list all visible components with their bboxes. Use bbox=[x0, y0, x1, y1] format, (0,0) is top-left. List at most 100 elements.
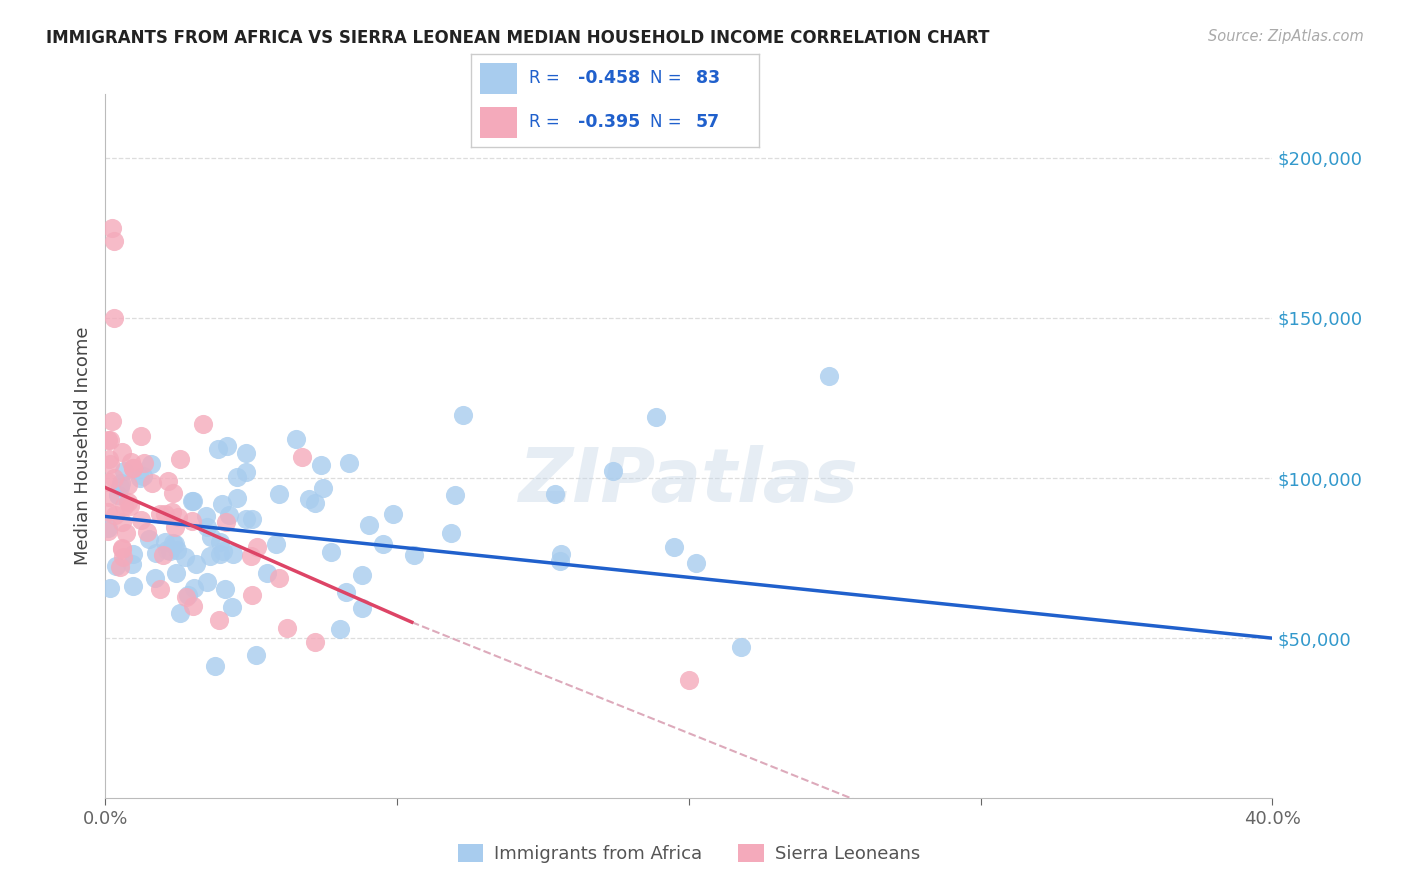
Point bbox=[544, 487, 567, 501]
Point bbox=[121, 557, 143, 571]
Text: 57: 57 bbox=[696, 113, 720, 131]
Point bbox=[112, 499, 135, 513]
Legend: Immigrants from Africa, Sierra Leoneans: Immigrants from Africa, Sierra Leoneans bbox=[451, 837, 927, 871]
Point bbox=[264, 537, 287, 551]
Point bbox=[198, 549, 221, 564]
Point bbox=[148, 582, 170, 596]
Point bbox=[174, 591, 197, 605]
Text: 83: 83 bbox=[696, 69, 720, 87]
Point bbox=[117, 494, 139, 508]
Point bbox=[215, 439, 238, 453]
Point bbox=[195, 508, 218, 523]
FancyBboxPatch shape bbox=[479, 63, 517, 94]
Point bbox=[97, 505, 120, 519]
Point bbox=[335, 585, 357, 599]
Point bbox=[98, 490, 121, 504]
Point bbox=[112, 464, 135, 478]
Point bbox=[165, 537, 187, 551]
Point bbox=[181, 494, 204, 508]
Point bbox=[309, 458, 332, 473]
Point bbox=[218, 508, 240, 523]
Point bbox=[108, 480, 131, 494]
Point bbox=[662, 540, 685, 554]
Point bbox=[312, 481, 335, 495]
Point bbox=[329, 623, 352, 637]
Point bbox=[121, 547, 143, 561]
Point bbox=[297, 491, 319, 506]
Point bbox=[111, 444, 134, 458]
Point bbox=[120, 455, 142, 469]
Point bbox=[730, 640, 752, 654]
Point bbox=[108, 559, 131, 574]
Point bbox=[357, 517, 380, 532]
Point bbox=[110, 476, 132, 491]
Point bbox=[98, 581, 121, 595]
Point bbox=[240, 549, 263, 563]
Text: N =: N = bbox=[650, 69, 686, 87]
Point bbox=[162, 536, 184, 550]
Point bbox=[256, 566, 278, 581]
Point bbox=[235, 465, 257, 479]
Point bbox=[350, 567, 373, 582]
Point bbox=[160, 505, 183, 519]
Point bbox=[269, 571, 291, 585]
Point bbox=[98, 433, 121, 447]
Text: R =: R = bbox=[529, 113, 565, 131]
Point bbox=[180, 493, 202, 508]
Point bbox=[122, 461, 145, 475]
Point bbox=[240, 512, 263, 526]
Point bbox=[211, 497, 233, 511]
Point bbox=[103, 471, 125, 485]
Point bbox=[285, 432, 308, 446]
Point bbox=[98, 452, 121, 467]
Point bbox=[155, 507, 177, 521]
Point bbox=[103, 234, 125, 248]
Point bbox=[107, 487, 129, 501]
Point bbox=[111, 541, 134, 556]
Text: Source: ZipAtlas.com: Source: ZipAtlas.com bbox=[1208, 29, 1364, 44]
Point bbox=[381, 508, 404, 522]
Point bbox=[548, 554, 571, 568]
Point bbox=[162, 486, 184, 500]
Point bbox=[177, 588, 200, 602]
Point bbox=[174, 550, 197, 565]
Point bbox=[304, 634, 326, 648]
Point bbox=[222, 547, 245, 561]
Point bbox=[186, 557, 208, 571]
Point bbox=[235, 446, 257, 460]
Text: ZIPatlas: ZIPatlas bbox=[519, 445, 859, 517]
Point bbox=[451, 408, 474, 422]
Point bbox=[149, 507, 172, 521]
Point bbox=[97, 434, 120, 448]
Point bbox=[111, 549, 134, 564]
Point bbox=[103, 310, 125, 325]
Point bbox=[165, 566, 187, 580]
Point bbox=[337, 456, 360, 470]
Point bbox=[129, 513, 152, 527]
Y-axis label: Median Household Income: Median Household Income bbox=[73, 326, 91, 566]
Text: IMMIGRANTS FROM AFRICA VS SIERRA LEONEAN MEDIAN HOUSEHOLD INCOME CORRELATION CHA: IMMIGRANTS FROM AFRICA VS SIERRA LEONEAN… bbox=[46, 29, 990, 46]
Point bbox=[321, 545, 343, 559]
Point bbox=[97, 521, 120, 535]
Point bbox=[153, 534, 176, 549]
Point bbox=[404, 548, 426, 562]
Point bbox=[97, 475, 120, 489]
Point bbox=[439, 525, 461, 540]
Point bbox=[138, 532, 160, 546]
Point bbox=[371, 536, 394, 550]
Point bbox=[246, 540, 269, 554]
Point bbox=[208, 548, 231, 562]
Point bbox=[159, 544, 181, 558]
Point bbox=[443, 488, 465, 502]
Point bbox=[139, 457, 162, 471]
Point bbox=[104, 558, 127, 573]
FancyBboxPatch shape bbox=[479, 107, 517, 138]
Point bbox=[183, 581, 205, 595]
Point bbox=[181, 599, 204, 613]
Point bbox=[195, 574, 218, 589]
Point bbox=[225, 491, 247, 505]
Point bbox=[122, 579, 145, 593]
Point bbox=[163, 519, 186, 533]
Point bbox=[111, 515, 134, 529]
Point bbox=[128, 471, 150, 485]
